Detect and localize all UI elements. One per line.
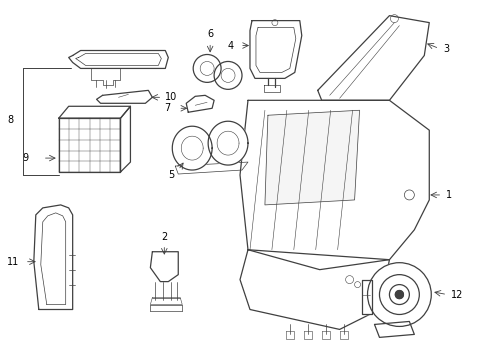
Polygon shape <box>264 85 279 92</box>
Polygon shape <box>208 121 247 165</box>
Polygon shape <box>59 106 130 118</box>
Circle shape <box>395 291 403 298</box>
Polygon shape <box>120 106 130 172</box>
Text: 10: 10 <box>165 92 177 102</box>
Text: 1: 1 <box>446 190 451 200</box>
Polygon shape <box>303 332 311 339</box>
Polygon shape <box>68 50 168 68</box>
Polygon shape <box>150 252 178 282</box>
Circle shape <box>214 62 242 89</box>
Polygon shape <box>150 298 182 305</box>
Polygon shape <box>321 332 329 339</box>
Polygon shape <box>34 205 73 310</box>
Polygon shape <box>186 95 214 112</box>
Polygon shape <box>172 126 212 170</box>
Polygon shape <box>240 100 428 270</box>
Text: 5: 5 <box>168 170 174 180</box>
Polygon shape <box>59 118 120 172</box>
Circle shape <box>395 291 403 298</box>
Polygon shape <box>264 110 359 205</box>
Text: 3: 3 <box>442 44 448 54</box>
Polygon shape <box>175 162 247 174</box>
Text: 6: 6 <box>206 28 213 39</box>
Text: 11: 11 <box>7 257 19 267</box>
Text: 4: 4 <box>227 41 234 50</box>
Polygon shape <box>285 332 293 339</box>
Circle shape <box>193 54 221 82</box>
Polygon shape <box>317 15 428 100</box>
Polygon shape <box>90 68 120 85</box>
Text: 2: 2 <box>161 232 167 242</box>
Text: 7: 7 <box>163 103 170 113</box>
Text: 12: 12 <box>450 289 463 300</box>
Polygon shape <box>361 280 371 315</box>
Circle shape <box>367 263 430 327</box>
Polygon shape <box>249 21 301 78</box>
Text: 9: 9 <box>22 153 29 163</box>
Polygon shape <box>96 90 152 103</box>
Polygon shape <box>374 321 413 337</box>
Text: 8: 8 <box>8 115 14 125</box>
Polygon shape <box>240 250 388 329</box>
Polygon shape <box>339 332 347 339</box>
